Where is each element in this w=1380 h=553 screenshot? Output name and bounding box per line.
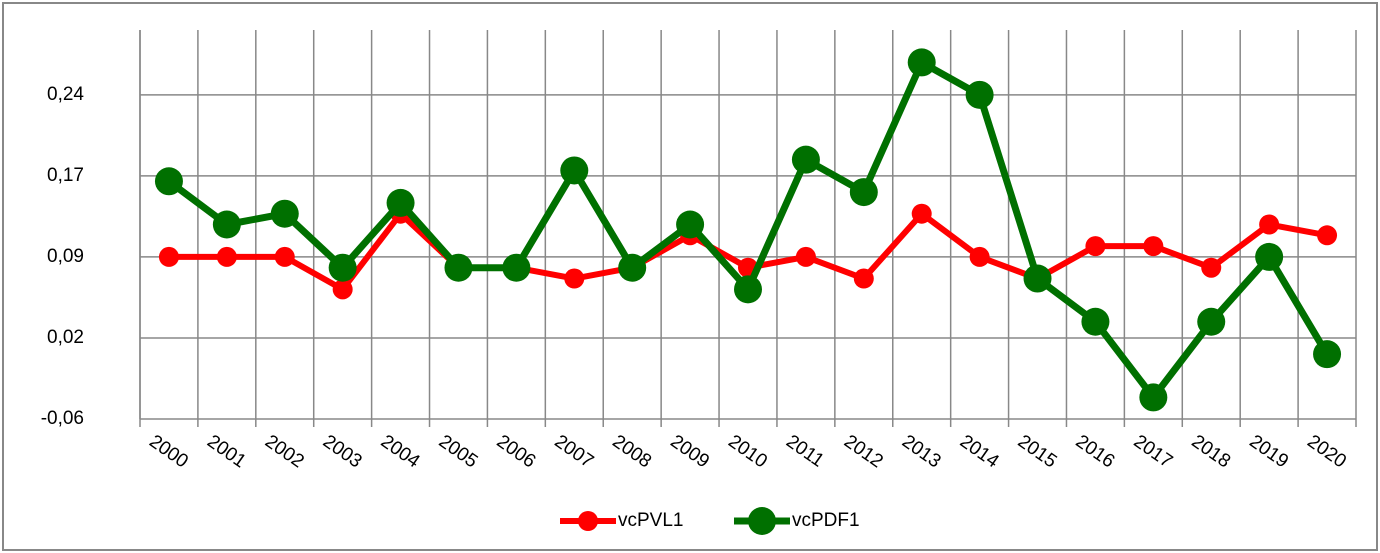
marker: [216, 246, 237, 267]
marker: [911, 203, 932, 224]
legend-marker: [578, 511, 598, 531]
marker: [1259, 214, 1280, 235]
marker: [1081, 307, 1110, 336]
marker: [1201, 257, 1222, 278]
legend-marker: [748, 507, 776, 535]
marker: [328, 253, 357, 282]
y-tick-label: 0,17: [47, 165, 84, 186]
marker: [1139, 383, 1168, 412]
y-tick-label: -0,06: [41, 408, 84, 429]
marker: [274, 246, 295, 267]
marker: [332, 279, 353, 300]
y-tick-label: 0,09: [47, 246, 84, 267]
marker: [849, 178, 878, 207]
marker: [154, 167, 183, 196]
marker: [795, 246, 816, 267]
marker: [1317, 225, 1338, 246]
marker: [158, 246, 179, 267]
marker: [734, 275, 762, 304]
y-tick-label: 0,24: [47, 84, 84, 105]
marker: [444, 253, 473, 282]
marker: [386, 188, 415, 217]
marker: [1023, 264, 1052, 293]
marker: [1313, 340, 1342, 369]
legend-label: vcPDF1: [792, 510, 860, 531]
marker: [676, 210, 705, 239]
marker: [212, 210, 241, 239]
marker: [791, 145, 820, 174]
marker: [1143, 236, 1164, 257]
marker: [560, 156, 589, 185]
marker: [270, 199, 299, 228]
y-tick-label: 0,02: [47, 327, 84, 348]
marker: [969, 246, 990, 267]
marker: [502, 253, 531, 282]
marker: [1085, 236, 1106, 257]
marker: [907, 48, 936, 77]
marker: [1197, 307, 1226, 336]
marker: [618, 253, 647, 282]
marker: [1255, 242, 1284, 271]
marker: [853, 268, 874, 289]
legend-label: vcPVL1: [618, 510, 683, 531]
marker: [564, 268, 585, 289]
marker: [965, 80, 994, 109]
